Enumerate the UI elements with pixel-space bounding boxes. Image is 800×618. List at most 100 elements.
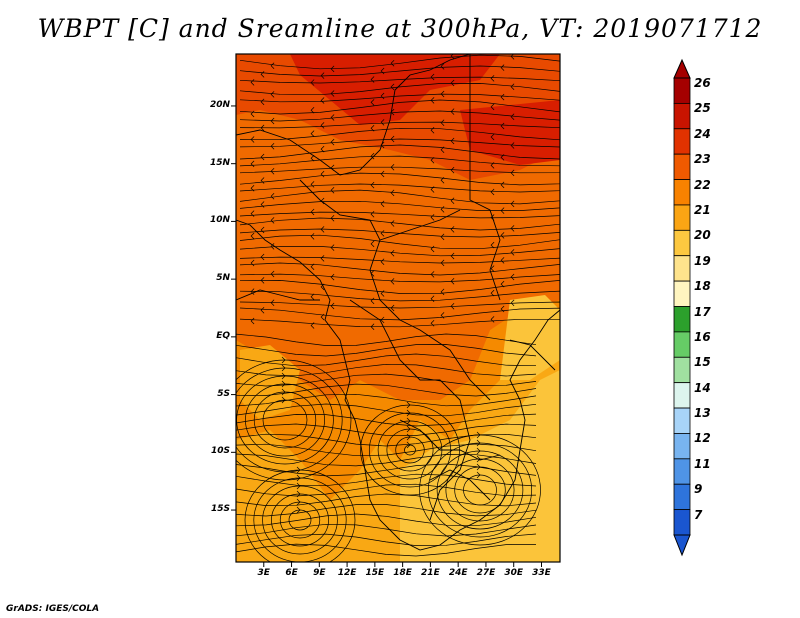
streamline [239,93,560,103]
lat-label: 10S [210,446,230,457]
streamline [239,155,560,167]
streamline-arrow [390,135,395,143]
streamline-arrow [270,243,275,250]
colorbar-label: 26 [694,76,711,90]
streamline-arrow [296,466,301,474]
streamline-arrow [270,217,275,224]
streamline [236,353,537,367]
streamline [236,363,537,377]
streamline [236,423,537,436]
streamline [239,54,560,70]
streamline [239,290,560,302]
streamline-arrow [390,220,395,227]
streamline-arrow [370,125,375,132]
streamline-arrow [430,126,435,134]
streamline-arrow [406,425,411,433]
colorbar-swatch [673,153,691,180]
streamline-arrow [270,270,275,278]
streamline-arrow [380,67,385,75]
lat-label: EQ [216,330,230,341]
colorbar-label: 23 [694,152,711,167]
streamline-arrow [490,133,495,141]
streamline-arrow [320,72,325,79]
lat-label: 5N [216,273,230,284]
streamline-arrow [310,107,315,114]
colorbar-swatch [673,483,691,511]
streamline-arrow [370,323,375,331]
streamline-arrow [490,241,495,249]
streamline-arrow [380,200,385,208]
streamline [236,513,537,527]
streamline-arrow [320,283,325,291]
colorbar-label: 25 [694,101,711,116]
colorbar-swatch [673,204,691,231]
streamline-arrow [310,208,315,216]
streamline [239,138,560,148]
streamline-arrow [330,302,335,310]
streamline-arrow [270,167,275,175]
streamline-arrow [430,97,435,104]
streamline-arrow [440,90,445,98]
lon-label: 30E [504,568,524,578]
streamline-arrow [476,447,481,455]
streamline-arrow [450,79,455,87]
streamline-arrow [270,192,275,200]
streamline-arrow [310,263,315,270]
streamline-arrow [380,258,385,266]
colorbar-label: 11 [694,456,711,471]
streamline-arrow [250,288,255,295]
streamline-arrow [450,226,455,233]
streamline-arrow [281,380,286,388]
colorbar-swatch [673,306,691,333]
streamline-arrow [390,189,395,197]
streamline-arrow [406,433,411,441]
streamline-arrow [430,295,435,303]
lat-label: 15S [210,504,230,515]
lon-label: 15E [365,568,385,578]
streamline-arrow [250,232,255,240]
streamline [236,463,537,477]
lon-label: 9E [313,568,326,578]
streamline-arrow [450,166,455,174]
streamline [239,183,560,193]
streamline-arrow [310,293,315,301]
streamline-arrow [500,280,505,288]
streamline-arrow [450,302,455,310]
streamline-arrow [450,252,455,260]
streamline-arrow [450,197,455,205]
streamline-arrow [406,409,411,417]
colorbar-swatch [673,128,691,155]
streamline-arrow [510,249,515,256]
streamline-arrow [440,312,445,319]
streamline [236,523,537,537]
streamline-arrow [510,113,515,121]
streamline-arrow [490,265,495,272]
streamline [236,504,537,517]
streamline-arrow [490,188,495,196]
streamline-arrow [430,319,435,327]
streamline-arrow [510,83,515,90]
streamline-arrow [250,110,255,118]
streamline-arrow [250,210,255,217]
streamline-arrow [296,482,301,490]
chart-title: WBPT [C] and Sreamline at 300hPa, VT: 20… [37,14,763,43]
streamline [236,344,537,357]
streamline-arrow [370,210,375,218]
streamline-arrow [510,225,515,232]
streamline-arrow [310,79,315,86]
streamline-arrow [320,170,325,178]
streamline [239,99,560,115]
streamline-arrow [370,99,375,106]
streamline-arrow [406,417,411,425]
streamline-arrow [510,299,515,307]
colorbar [673,58,691,557]
streamline-arrow [440,63,445,70]
streamline [239,217,560,231]
streamline-arrow [510,142,515,149]
streamline-arrow [281,396,286,404]
streamline-arrow [370,76,375,83]
streamline-arrow [430,73,435,81]
streamline-arrow [440,288,445,296]
streamline-arrow [260,253,265,261]
streamline-arrow [270,91,275,98]
